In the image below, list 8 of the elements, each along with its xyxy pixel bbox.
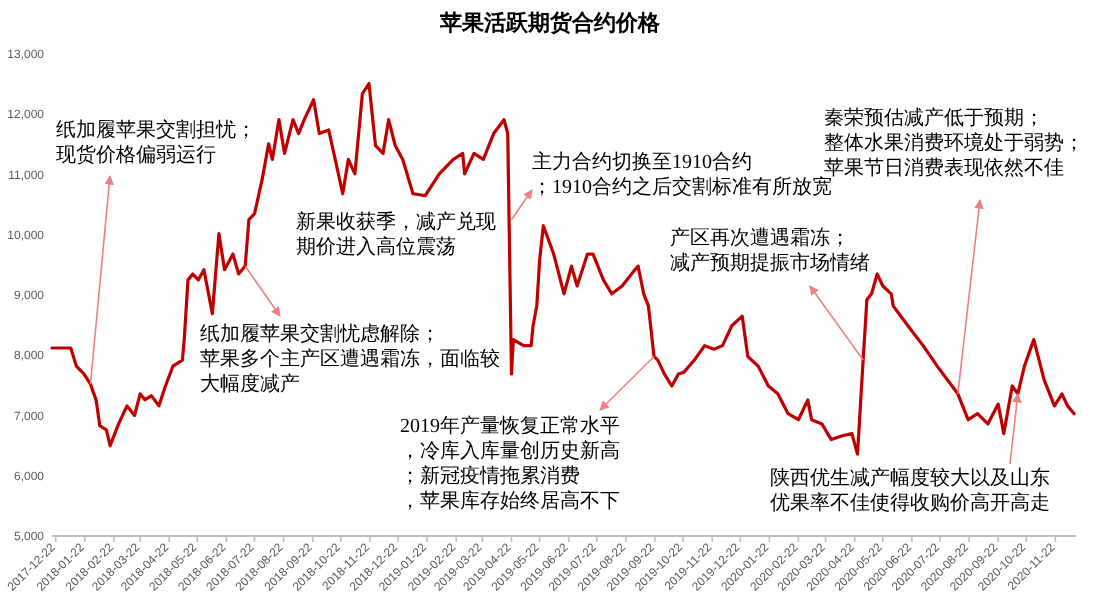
line-series	[50, 81, 1076, 456]
annotation: 纸加履苹果交割忧虑解除；苹果多个主产区遭遇霜冻，面临较大幅度减产	[200, 322, 500, 396]
chart-title: 苹果活跃期货合约价格	[438, 10, 662, 36]
annotation: 纸加履苹果交割担忧；现货价格偏弱运行	[56, 118, 256, 167]
annotation: 陕西优生减产幅度较大以及山东优果率不佳使得收购价高开高走	[770, 466, 1050, 515]
annotation: 2019年产量恢复正常水平，冷库入库量创历史新高；新冠疫情拖累消费，苹果库存始终居高不下	[400, 414, 620, 513]
annotation: 产区再次遭遇霜冻；减产预期提振市场情绪	[670, 226, 870, 275]
annotation: 新果收获季，减产兑现期价进入高位震荡	[296, 210, 496, 259]
